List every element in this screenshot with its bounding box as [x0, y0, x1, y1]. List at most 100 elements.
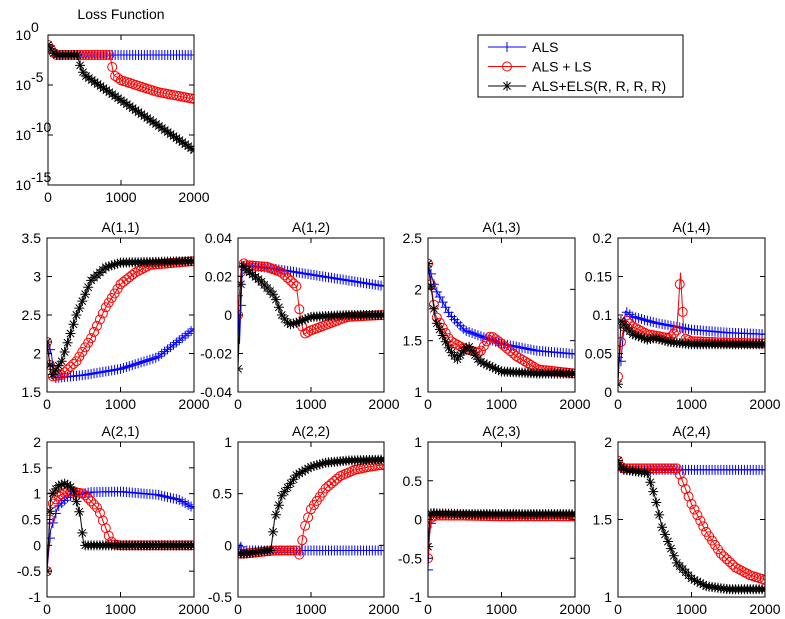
series-als-els	[618, 316, 765, 390]
als-ls-marker	[97, 308, 108, 319]
als-marker	[183, 328, 194, 339]
y-tick-label: 0	[604, 384, 612, 400]
subplot-title: Loss Function	[77, 6, 164, 22]
als-marker	[189, 50, 194, 60]
x-tick-label: 1000	[676, 601, 707, 617]
als-marker	[141, 355, 152, 366]
subplot-title: A(1,3)	[482, 219, 520, 235]
series-als-els	[428, 508, 575, 552]
als-ls-marker	[323, 481, 334, 492]
als-marker	[514, 342, 525, 353]
als-marker	[47, 533, 55, 544]
als-els-marker	[455, 350, 466, 361]
als-ls-marker	[56, 370, 67, 381]
als-els-marker	[59, 478, 70, 489]
als-els-marker	[311, 460, 322, 471]
als-ls-marker	[113, 73, 124, 84]
x-tick-label: 0	[234, 396, 242, 412]
legend-label: ALS	[532, 39, 558, 55]
als-els-marker	[53, 480, 64, 491]
als-marker	[159, 346, 170, 357]
als-ls-marker	[294, 304, 305, 315]
als-els-marker	[288, 318, 299, 329]
als-marker	[648, 317, 659, 328]
als-ls-marker	[514, 352, 525, 363]
x-tick-label: 0	[234, 601, 242, 617]
als-marker	[677, 322, 688, 333]
als-marker	[162, 344, 173, 355]
als-els-marker	[127, 103, 138, 114]
subplot-6: 0 1000 2000-0.500.51A(2,2)	[208, 423, 400, 617]
als-ls-marker	[127, 269, 138, 280]
als-marker	[130, 359, 141, 370]
als-els-marker	[133, 107, 144, 118]
als-els-marker	[53, 360, 64, 371]
als-els-marker	[98, 83, 109, 94]
als-els-marker	[434, 324, 445, 335]
als-els-marker	[668, 550, 679, 561]
als-ls-marker	[668, 463, 679, 474]
als-els-marker	[276, 490, 287, 501]
als-marker	[165, 492, 176, 503]
y-tick-label: 2	[414, 281, 422, 297]
als-els-marker	[273, 500, 284, 511]
als-ls-marker	[715, 548, 726, 559]
y-tick-label: -0.02	[200, 346, 232, 362]
als-els-marker	[95, 81, 106, 92]
als-ls-marker	[294, 549, 305, 560]
als-marker	[760, 329, 765, 340]
x-tick-label: 0	[43, 601, 51, 617]
series-line-als-ls	[618, 460, 765, 581]
x-tick-label: 0	[424, 601, 432, 617]
als-ls-marker	[130, 267, 141, 278]
x-tick-label: 2000	[178, 189, 209, 205]
als-ls-marker	[692, 510, 703, 521]
als-marker	[238, 290, 243, 301]
als-els-marker	[665, 543, 676, 554]
y-tick-label: 0.04	[205, 230, 232, 246]
als-els-marker	[145, 115, 156, 126]
subplot-8: 0 1000 2000 1 1.5 2 A(2,4)	[593, 423, 781, 617]
als-marker	[177, 332, 188, 343]
y-tick-label: 0.5	[213, 486, 233, 502]
als-marker	[118, 362, 129, 373]
als-els-marker	[662, 336, 673, 347]
als-ls-marker	[671, 463, 682, 474]
y-tick-label: -0.5	[17, 563, 41, 579]
als-els-marker	[285, 319, 296, 330]
als-ls-marker	[91, 320, 102, 331]
als-marker	[379, 281, 384, 292]
als-marker	[139, 356, 150, 367]
als-ls-marker	[80, 490, 91, 501]
x-tick-label: 1000	[295, 396, 326, 412]
als-ls-marker	[721, 554, 732, 565]
als-ls-marker	[686, 499, 697, 509]
y-tick-exponent: -15	[31, 169, 51, 185]
y-tick-label: 0.02	[205, 269, 232, 285]
als-ls-marker	[689, 504, 700, 515]
als-marker	[115, 363, 126, 374]
als-ls-marker	[77, 488, 88, 499]
als-marker	[171, 494, 182, 505]
als-ls-marker	[282, 273, 293, 284]
y-tick-label: 0.05	[585, 346, 612, 362]
series-als-ls	[47, 256, 194, 382]
als-els-marker	[78, 67, 89, 78]
als-els-marker	[273, 302, 284, 313]
y-tick-label: 1	[604, 589, 612, 605]
als-els-marker	[103, 261, 114, 272]
als-els-marker	[279, 486, 290, 497]
y-tick-label: 1	[414, 384, 422, 400]
als-els-marker	[627, 329, 638, 340]
als-els-marker	[308, 460, 319, 471]
series-als-els	[47, 478, 194, 577]
als-els-marker	[654, 509, 665, 520]
y-tick-label: 2.5	[403, 230, 423, 246]
als-ls-marker	[505, 346, 516, 357]
als-els-marker	[80, 71, 91, 82]
als-marker	[475, 331, 486, 342]
als-els-marker	[159, 125, 170, 136]
als-els-marker	[291, 317, 302, 328]
y-tick-label: 2	[33, 346, 41, 362]
subplot-title: A(1,1)	[101, 219, 139, 235]
